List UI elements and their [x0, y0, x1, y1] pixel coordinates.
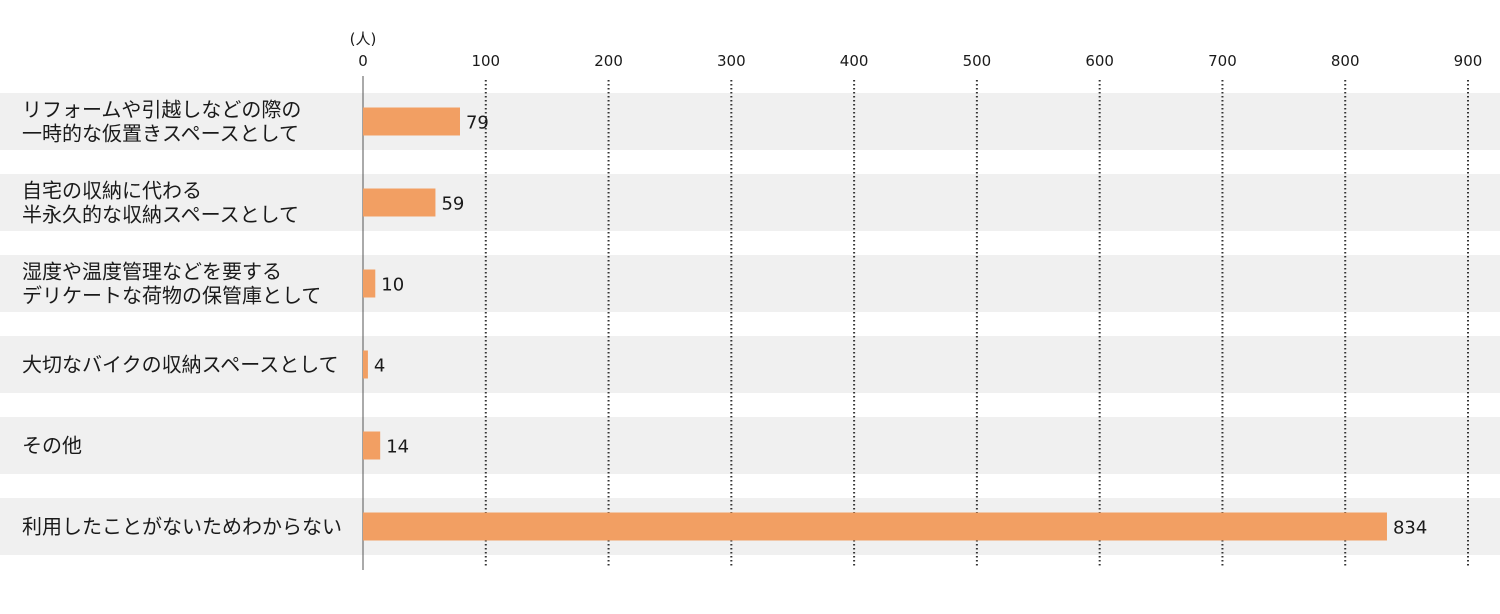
value-label: 10 — [381, 275, 404, 296]
category-label: デリケートな荷物の保管庫として — [22, 284, 321, 308]
row-band — [0, 174, 1500, 231]
category-label: リフォームや引越しなどの際の — [22, 98, 301, 122]
bar — [363, 512, 1387, 541]
category-label: 大切なバイクの収納スペースとして — [22, 353, 339, 377]
value-label: 834 — [1393, 518, 1427, 539]
row-band — [0, 93, 1500, 150]
x-tick-label: 600 — [1085, 52, 1114, 70]
bar — [363, 188, 436, 217]
value-label: 59 — [441, 194, 464, 215]
bar — [363, 107, 460, 136]
x-tick-label: 300 — [717, 52, 746, 70]
bar — [363, 269, 376, 298]
value-label: 79 — [466, 113, 489, 134]
gridlines — [484, 80, 1469, 566]
x-tick-label: 400 — [840, 52, 869, 70]
x-tick-label: 0 — [358, 52, 368, 70]
x-tick-label: 900 — [1454, 52, 1483, 70]
x-tick-label: 700 — [1208, 52, 1237, 70]
bar — [363, 350, 368, 379]
category-label: 湿度や温度管理などを要する — [22, 260, 282, 284]
x-tick-label: 500 — [963, 52, 992, 70]
labels: 0 100 200 300 400 500 600 700 800 900 (人) 79 リフォームや引… — [22, 30, 1482, 539]
bars — [363, 107, 1387, 541]
category-label: 自宅の収納に代わる — [22, 179, 202, 203]
row-band — [0, 255, 1500, 312]
x-tick-label: 800 — [1331, 52, 1360, 70]
x-tick-label: 100 — [471, 52, 500, 70]
value-label: 14 — [386, 437, 409, 458]
unit-label: (人) — [350, 30, 377, 48]
category-label: 一時的な仮置きスペースとして — [22, 122, 299, 146]
row-band — [0, 417, 1500, 474]
value-label: 4 — [374, 356, 385, 377]
x-tick-label: 200 — [594, 52, 623, 70]
row-bands — [0, 93, 1500, 555]
category-label: 利用したことがないためわからない — [22, 515, 342, 539]
category-label: 半永久的な収納スペースとして — [22, 203, 299, 227]
category-label: その他 — [22, 434, 82, 458]
row-band — [0, 336, 1500, 393]
bar — [363, 431, 381, 460]
